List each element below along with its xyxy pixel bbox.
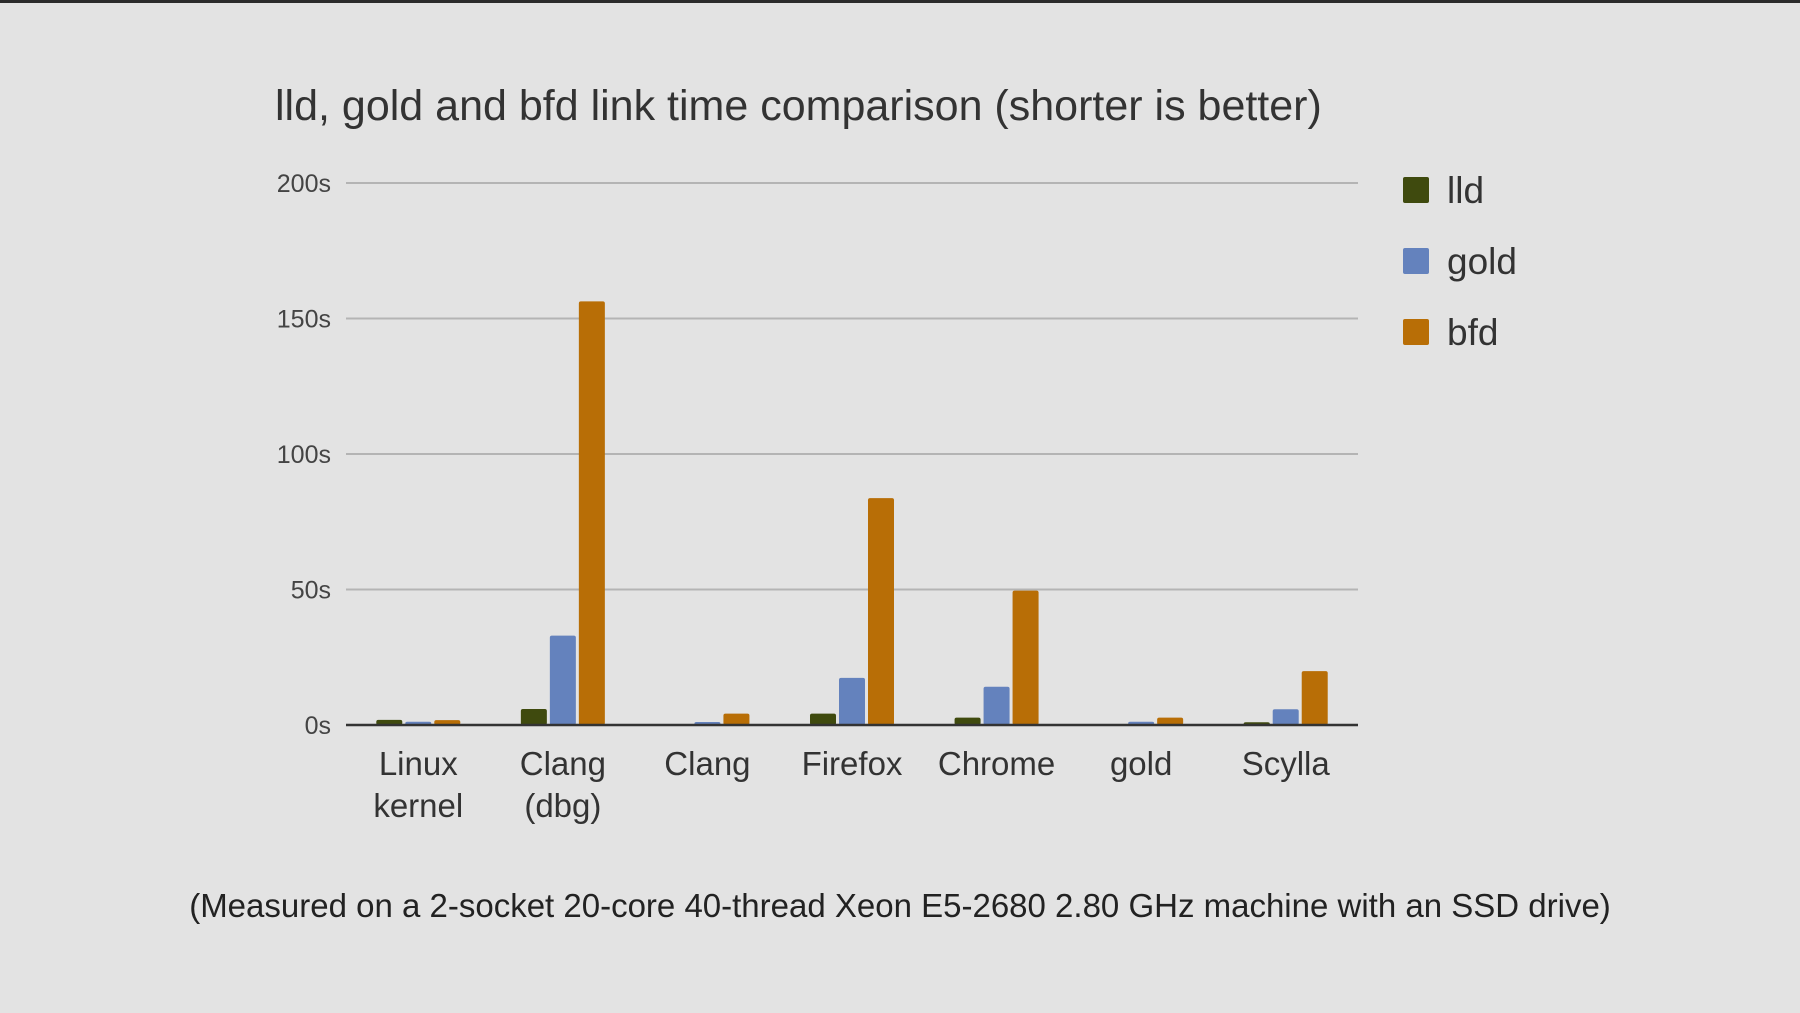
y-tick-label: 0s xyxy=(305,712,331,740)
bar-lld xyxy=(954,717,981,725)
top-border xyxy=(0,0,1800,3)
bar-bfd xyxy=(1157,717,1184,725)
gridlines xyxy=(346,182,1358,591)
caption: (Measured on a 2-socket 20-core 40-threa… xyxy=(189,887,1611,924)
x-tick-label: Clang (dbg) xyxy=(520,745,606,824)
legend-swatch-bfd xyxy=(1403,319,1429,345)
x-tick-label: Clang xyxy=(664,745,750,782)
bars xyxy=(376,301,1328,725)
chart-title: lld, gold and bfd link time comparison (… xyxy=(275,82,1322,130)
bar-gold xyxy=(839,677,865,725)
bar-bfd xyxy=(868,498,894,725)
bar-gold xyxy=(983,686,1010,725)
y-tick-label: 150s xyxy=(277,306,331,334)
bar-bfd xyxy=(1012,590,1039,725)
bar-bfd xyxy=(1301,671,1328,725)
x-tick-label: Scylla xyxy=(1242,745,1331,782)
bar-gold xyxy=(549,635,576,725)
bar-lld xyxy=(520,709,547,725)
legend: lld gold bfd xyxy=(1403,170,1517,353)
bar-lld xyxy=(810,713,836,725)
y-tick-label: 50s xyxy=(291,577,331,605)
x-tick-label: Firefox xyxy=(802,745,903,782)
x-tick-label: gold xyxy=(1110,745,1172,782)
bar-bfd xyxy=(723,713,750,725)
bar-bfd xyxy=(578,301,605,725)
legend-label-lld: lld xyxy=(1447,170,1484,211)
y-axis-ticks: 0s 50s 100s 150s 200s xyxy=(277,170,331,740)
x-tick-label: Linux kernel xyxy=(373,745,463,824)
legend-swatch-lld xyxy=(1403,177,1429,203)
legend-swatch-gold xyxy=(1403,248,1429,274)
legend-label-gold: gold xyxy=(1447,241,1517,282)
x-tick-label: Chrome xyxy=(938,745,1055,782)
x-axis-ticks: Linux kernel Clang (dbg) Clang Firefox Chrome g… xyxy=(373,745,1330,824)
bar-gold xyxy=(1272,709,1299,725)
bar-lld xyxy=(376,719,403,725)
y-tick-label: 200s xyxy=(277,170,331,198)
y-tick-label: 100s xyxy=(277,441,331,469)
legend-label-bfd: bfd xyxy=(1447,312,1498,353)
